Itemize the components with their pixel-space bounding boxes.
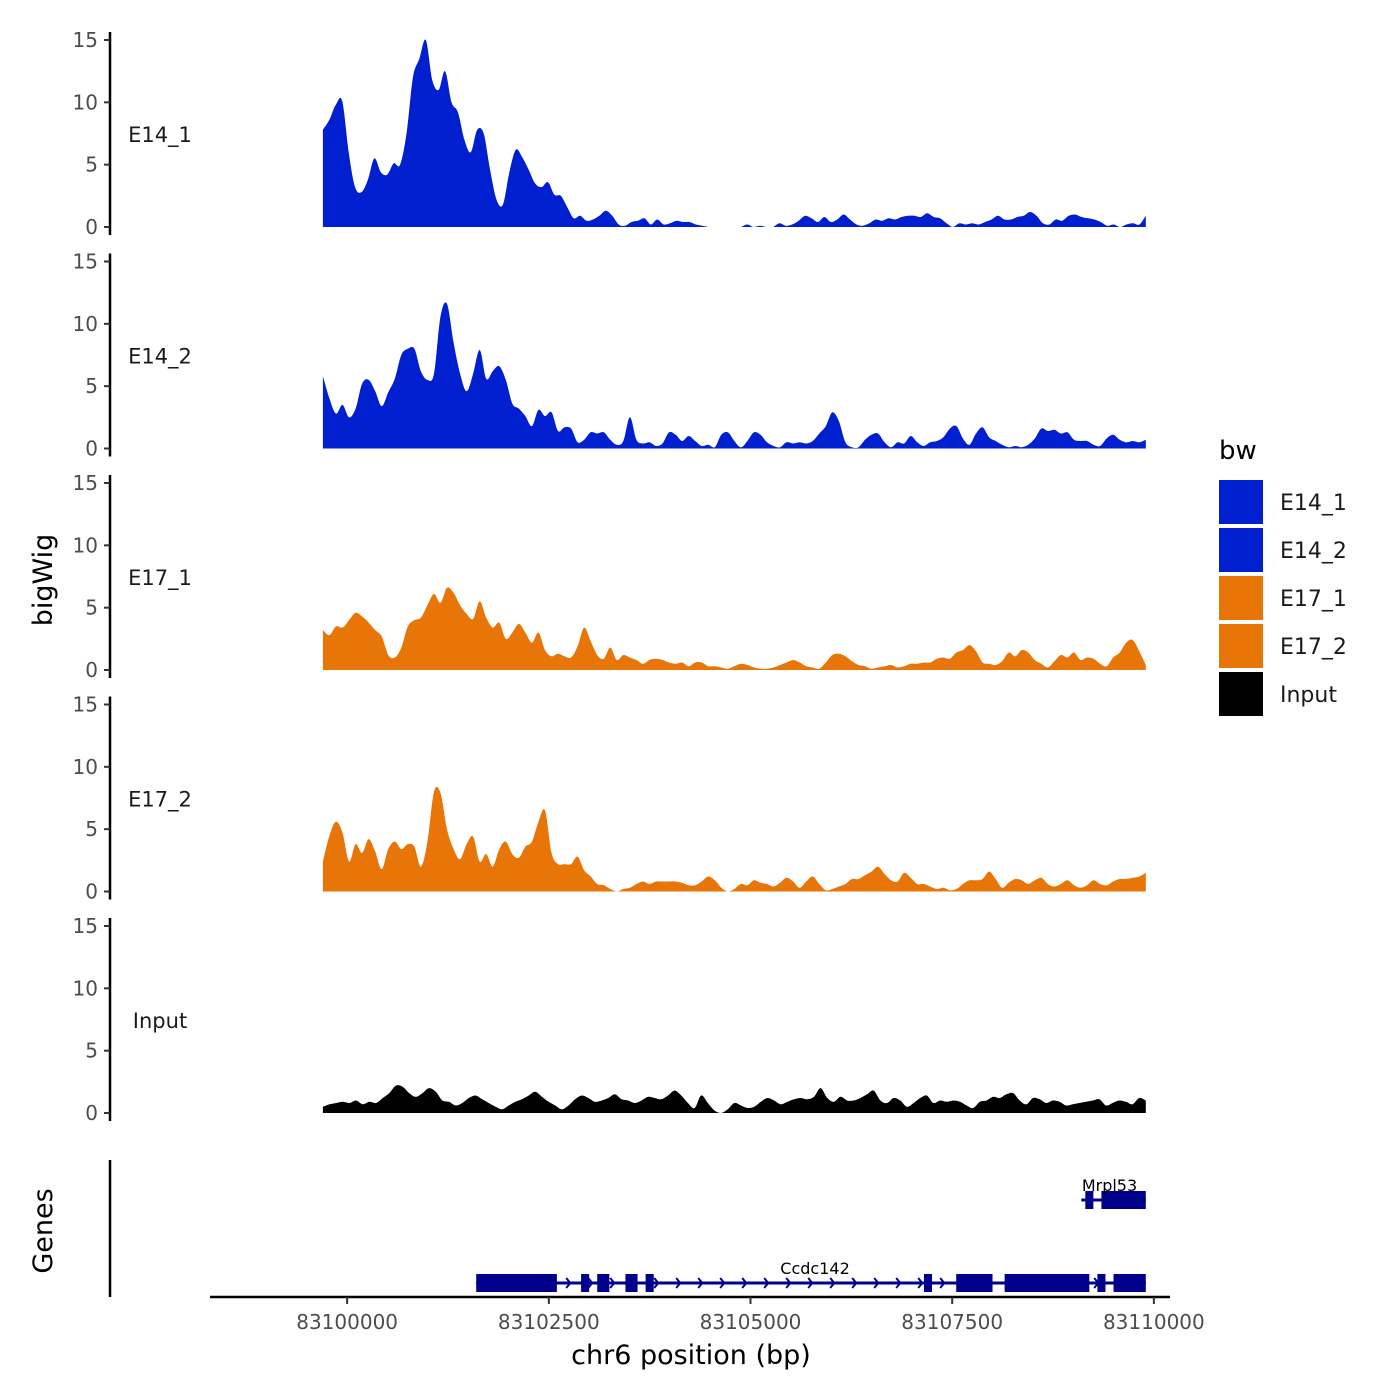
legend-label: E17_1 [1280,587,1347,612]
y-tick-label: 10 [73,976,98,1000]
area-E17_1 [322,587,1146,670]
x-tick-label: 83100000 [296,1310,398,1334]
strand-chevron [829,1277,836,1289]
strand-chevron [719,1277,726,1289]
area-E17_2 [322,786,1146,892]
track-label: E14_2 [128,345,192,370]
strand-chevron [939,1277,946,1289]
area-E14_2 [322,302,1146,449]
strand-chevron [895,1277,902,1289]
x-tick-label: 83107500 [901,1310,1003,1334]
exon [581,1274,590,1292]
gene-Ccdc142: Ccdc142 [476,1259,1146,1292]
signal-tracks: 0 5 10 15 E14_1 0 5 10 15 E14_2 0 5 10 15 E17_1 0 5 10 15 E… [73,28,1146,1125]
y-tick-label: 5 [85,374,98,398]
legend-swatch [1219,672,1263,716]
track-label: E14_1 [128,123,192,148]
legend-label: E14_2 [1280,539,1347,564]
legend-label: Input [1280,683,1337,708]
x-tick-label: 83110000 [1103,1310,1205,1334]
strand-chevron [785,1277,792,1289]
y-tick-label: 15 [73,471,98,495]
exon [1113,1274,1146,1292]
y-tick-label: 15 [73,28,98,52]
legend-label: E17_2 [1280,635,1347,660]
gene-panel: Ccdc142 Mrpl53 [108,1160,1146,1297]
y-tick-label: 0 [85,658,98,682]
exon [1097,1274,1106,1292]
exon [923,1274,933,1292]
y-tick-label: 5 [85,153,98,177]
exon [956,1274,993,1292]
y-tick-label: 0 [85,880,98,904]
legend-swatch [1219,528,1263,572]
strand-chevron [675,1277,682,1289]
genes-axis-title: Genes [28,1188,59,1273]
track-label: E17_2 [128,788,192,813]
exon [1101,1191,1146,1209]
legend-swatch [1219,576,1263,620]
strand-chevron [609,1277,616,1289]
strand-chevron [587,1277,594,1289]
strand-chevron [653,1277,660,1289]
area-Input [322,1085,1146,1113]
y-tick-label: 15 [73,250,98,274]
strand-chevron [873,1277,880,1289]
exon [476,1274,557,1292]
legend-swatch [1219,624,1263,668]
exon [625,1274,638,1292]
y-tick-label: 10 [73,533,98,557]
gene-label: Ccdc142 [780,1259,849,1278]
y-tick-label: 10 [73,755,98,779]
area-E14_1 [322,39,1146,227]
track-E17_2: 0 5 10 15 E17_2 [73,693,1146,904]
track-label: Input [133,1009,187,1033]
strand-chevron [851,1277,858,1289]
track-Input: 0 5 10 15 Input [73,914,1146,1125]
y-tick-label: 5 [85,596,98,620]
legend-swatch [1219,480,1263,524]
track-E14_1: 0 5 10 15 E14_1 [73,28,1146,239]
exon [597,1274,610,1292]
x-axis: 83100000 83102500 83105000 83107500 83110000 [210,1295,1205,1334]
strand-chevron [565,1277,572,1289]
exon [1085,1191,1094,1209]
track-E17_1: 0 5 10 15 E17_1 [73,471,1146,682]
exon [645,1274,654,1292]
track-label: E17_1 [128,566,192,591]
y-tick-label: 15 [73,693,98,717]
gene-label: Mrpl53 [1082,1176,1137,1195]
legend-label: E14_1 [1280,491,1347,516]
legend-title: bw [1219,436,1257,466]
track-E14_2: 0 5 10 15 E14_2 [73,250,1146,461]
y-tick-label: 0 [85,1101,98,1125]
legend: bw E14_1 E14_2 E17_1 E17_2 Input [1219,436,1347,716]
y-tick-label: 0 [85,437,98,461]
strand-chevron [741,1277,748,1289]
strand-chevron [697,1277,704,1289]
y-tick-label: 15 [73,914,98,938]
y-tick-label: 5 [85,817,98,841]
y-tick-label: 0 [85,215,98,239]
y-tick-label: 5 [85,1039,98,1063]
strand-chevron [807,1277,814,1289]
strand-chevron [917,1277,924,1289]
x-tick-label: 83102500 [498,1310,600,1334]
exon [1004,1274,1090,1292]
strand-chevron [763,1277,770,1289]
y-tick-label: 10 [73,90,98,114]
x-axis-title: chr6 position (bp) [571,1340,811,1371]
x-tick-label: 83105000 [700,1310,802,1334]
y-axis-title: bigWig [28,534,59,627]
gene-Mrpl53: Mrpl53 [1081,1176,1146,1209]
y-tick-label: 10 [73,312,98,336]
